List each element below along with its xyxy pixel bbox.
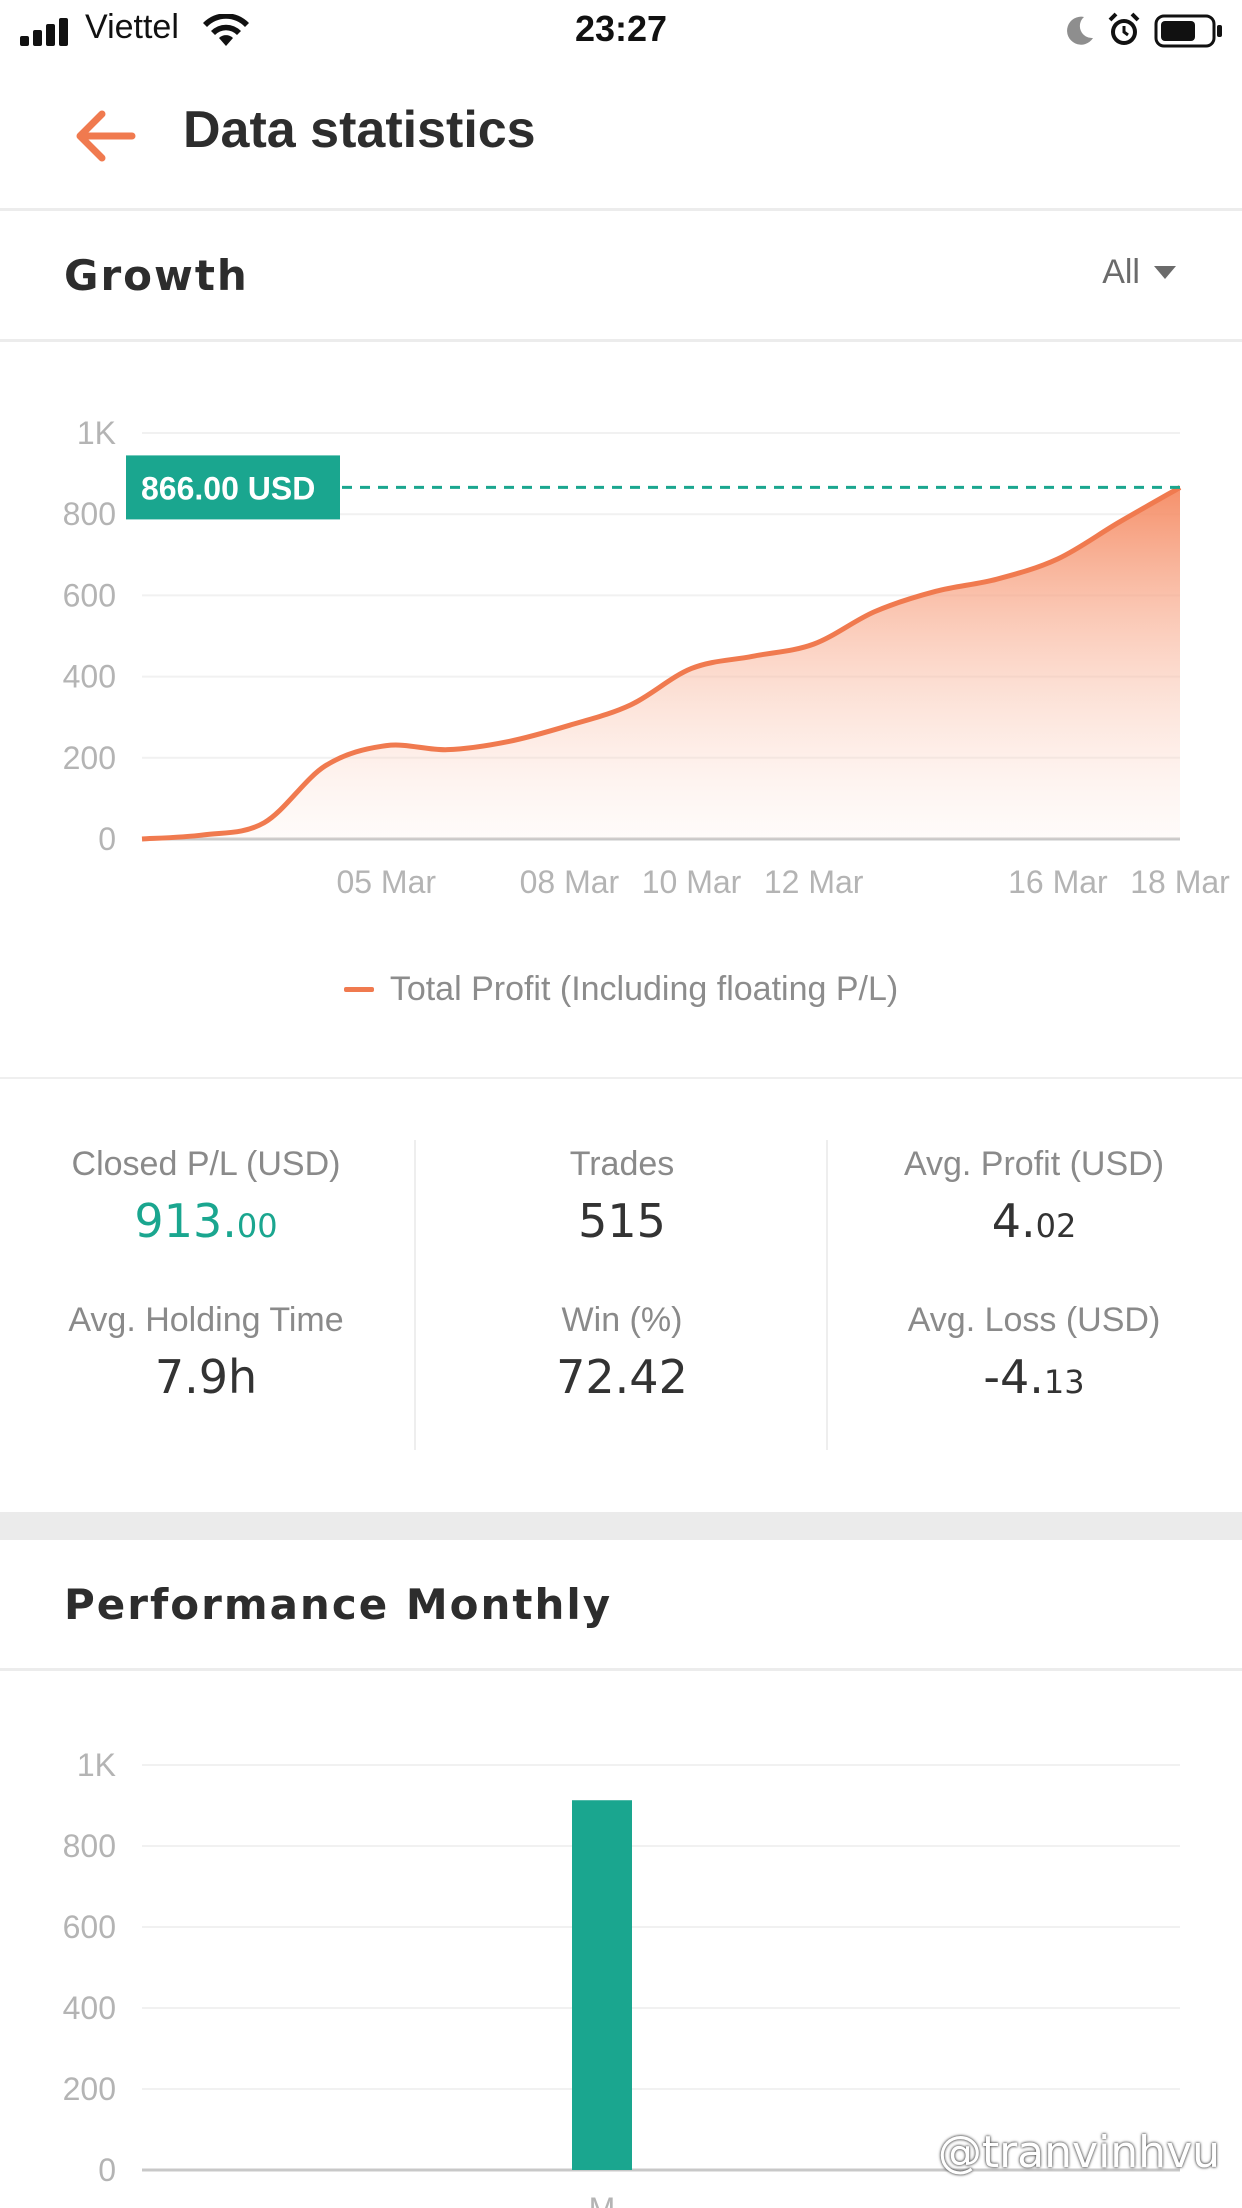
growth-series-line	[141, 485, 1182, 842]
stat-value: 72.42	[556, 1350, 688, 1404]
stat-label: Win (%)	[561, 1301, 683, 1339]
period-filter-dropdown[interactable]: All	[1102, 253, 1176, 292]
x-tick-label: 16 Mar	[1008, 864, 1108, 900]
current-value-badge: 866.00 USD	[126, 455, 340, 520]
stats-grid: Closed P/L (USD) 913.00 Avg. Holding Tim…	[0, 1140, 1242, 1450]
y-tick-label: 0	[98, 2152, 116, 2188]
growth-legend: Total Profit (Including floating P/L)	[0, 970, 1242, 1009]
stat-value: -4.13	[828, 1344, 1240, 1415]
battery-icon	[1154, 14, 1222, 48]
watermark-text: @tranvinhvu	[937, 2127, 1220, 2178]
clock: 23:27	[574, 8, 668, 49]
stat-label: Closed P/L (USD)	[71, 1145, 341, 1183]
performance-chart-svg: 0 200 400 600 800 1K M	[63, 1747, 1180, 2208]
stats-column-2: Trades 515 Win (%) 72.42	[414, 1140, 828, 1450]
stat-label: Trades	[569, 1145, 675, 1183]
arrow-left-icon	[76, 110, 136, 162]
x-tick-label: 08 Mar	[520, 864, 620, 900]
stat-label: Avg. Profit (USD)	[903, 1145, 1165, 1183]
stat-avg-profit: Avg. Profit (USD) 4.02	[828, 1140, 1240, 1259]
caret-down-icon	[1154, 266, 1176, 279]
x-tick-label: 12 Mar	[764, 864, 864, 900]
legend-label: Total Profit (Including floating P/L)	[389, 970, 899, 1008]
growth-section-header: Growth All	[0, 211, 1242, 342]
growth-chart: 0 200 400 600 800 1K 05 Mar 08 Mar 10 Mar 12 Mar…	[0, 345, 1242, 1045]
x-tick-label: M	[589, 2191, 616, 2208]
stat-value-int: -4.	[983, 1350, 1044, 1404]
y-tick-label: 800	[63, 1828, 116, 1864]
app-header: Data statistics	[0, 62, 1242, 211]
signal-icon	[20, 18, 68, 46]
y-tick-label: 1K	[77, 415, 116, 451]
x-tick-label: 18 Mar	[1130, 864, 1230, 900]
stat-label: Avg. Loss (USD)	[907, 1301, 1161, 1339]
growth-chart-svg: 0 200 400 600 800 1K 05 Mar 08 Mar 10 Mar 12 Mar…	[63, 415, 1231, 900]
performance-section-header: Performance Monthly	[0, 1540, 1242, 1671]
divider	[0, 1077, 1242, 1079]
stat-value-decimal: 13	[1043, 1363, 1085, 1401]
stats-column-3: Avg. Profit (USD) 4.02 Avg. Loss (USD) -…	[826, 1140, 1240, 1450]
y-tick-label: 0	[98, 821, 116, 857]
y-tick-label: 400	[63, 1990, 116, 2026]
y-tick-label: 600	[63, 1909, 116, 1945]
stat-avg-loss: Avg. Loss (USD) -4.13	[828, 1296, 1240, 1415]
stat-value: 7.9h	[154, 1350, 258, 1404]
y-tick-label: 200	[63, 2071, 116, 2107]
y-tick-label: 800	[63, 496, 116, 532]
performance-chart: 0 200 400 600 800 1K M	[0, 1680, 1242, 2208]
x-tick-label: 05 Mar	[336, 864, 436, 900]
stat-label: Avg. Holding Time	[68, 1301, 344, 1339]
monthly-bar	[572, 1800, 632, 2170]
stat-value-int: 4.	[991, 1194, 1036, 1248]
performance-title: Performance Monthly	[64, 1580, 613, 1629]
y-tick-label: 600	[63, 577, 116, 613]
stat-win-rate: Win (%) 72.42	[416, 1296, 828, 1410]
moon-icon	[1067, 16, 1093, 45]
alarm-icon	[1108, 12, 1140, 45]
page-title: Data statistics	[183, 101, 536, 159]
stat-trades: Trades 515	[416, 1140, 828, 1254]
stat-value: 4.02	[828, 1188, 1240, 1259]
stats-column-1: Closed P/L (USD) 913.00 Avg. Holding Tim…	[0, 1140, 412, 1450]
legend-swatch	[343, 987, 374, 992]
y-tick-label: 200	[63, 740, 116, 776]
carrier-name: Viettel	[85, 8, 179, 46]
growth-area-fill	[142, 487, 1180, 839]
wifi-icon	[203, 14, 249, 46]
y-tick-label: 400	[63, 659, 116, 695]
status-bar: Viettel 23:27	[0, 0, 1242, 62]
back-button[interactable]	[70, 98, 146, 174]
growth-title: Growth	[64, 251, 249, 300]
stat-value-decimal: 02	[1035, 1207, 1077, 1245]
stat-value-int: 913.	[134, 1194, 237, 1248]
current-value-label: 866.00 USD	[141, 470, 315, 506]
stat-avg-holding-time: Avg. Holding Time 7.9h	[0, 1296, 412, 1410]
period-filter-label: All	[1102, 253, 1140, 291]
y-tick-label: 1K	[77, 1747, 116, 1783]
section-separator	[0, 1512, 1242, 1540]
x-tick-label: 10 Mar	[642, 864, 742, 900]
stat-closed-pl: Closed P/L (USD) 913.00	[0, 1140, 412, 1259]
stat-value-decimal: 00	[236, 1207, 278, 1245]
stat-value: 515	[578, 1194, 666, 1248]
stat-value: 913.00	[0, 1188, 412, 1259]
